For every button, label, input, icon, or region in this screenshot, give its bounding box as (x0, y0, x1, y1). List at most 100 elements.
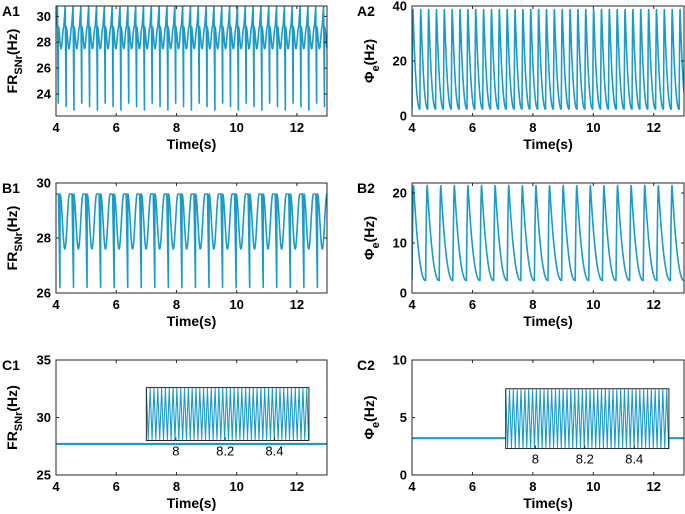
x-tick-label: 6 (113, 479, 120, 494)
x-axis-label: Time(s) (523, 495, 573, 511)
panel-label: A1 (2, 3, 20, 19)
panel-c2: 4 6 8 10 12 0 5 10 Time(s) Φe(Hz) C2 8 8.2 8.4 (357, 353, 685, 511)
y-axis-label: Φe(Hz) (361, 39, 382, 83)
y-label-unit: (Hz) (361, 39, 377, 65)
panel-label: B1 (2, 180, 20, 196)
y-label-main: Φ (361, 428, 377, 440)
inset-x-tick-label: 8.2 (576, 452, 594, 467)
y-axis-label: FRSNr(Hz) (4, 206, 25, 271)
x-tick-label: 8 (173, 479, 180, 494)
plot-frame (55, 182, 328, 294)
x-axis-label: Time(s) (167, 495, 217, 511)
x-tick-label: 4 (52, 479, 60, 494)
x-tick-label: 4 (408, 120, 416, 135)
y-tick-label: 10 (393, 353, 407, 368)
y-tick-label: 25 (37, 468, 51, 483)
y-tick-label: 30 (37, 410, 51, 425)
plot-frame (411, 182, 685, 294)
inset-x-tick-label: 8 (172, 444, 179, 459)
x-tick-label: 12 (647, 479, 661, 494)
x-tick-label: 8 (173, 297, 180, 312)
y-label-subscript: e (370, 242, 382, 248)
x-tick-label: 12 (647, 120, 661, 135)
x-tick-label: 6 (469, 120, 476, 135)
series-line (412, 184, 684, 282)
x-tick-label: 4 (52, 120, 60, 135)
x-tick-label: 8 (529, 479, 536, 494)
y-axis-label: Φe(Hz) (361, 395, 382, 439)
x-axis-label: Time(s) (523, 313, 573, 329)
y-label-subscript: SNr (13, 231, 25, 251)
x-tick-label: 10 (229, 297, 243, 312)
inset-x-tick-label: 8 (532, 452, 539, 467)
y-label-main: FR (4, 431, 20, 450)
inset-frame (505, 388, 670, 450)
y-axis-label: Φe(Hz) (361, 216, 382, 260)
inset-c1: 8 8.2 8.4 (145, 387, 310, 459)
y-tick-label: 0 (400, 468, 407, 483)
inset-x-tick-label: 8.2 (216, 444, 234, 459)
x-tick-label: 6 (113, 297, 120, 312)
panel-c1: 4 6 8 10 12 25 30 35 Time(s) FRSNr(Hz) C1 8 8.2 8.4 (2, 353, 328, 511)
y-tick-label: 28 (37, 231, 51, 246)
x-tick-label: 12 (647, 297, 661, 312)
y-label-main: Φ (361, 71, 377, 83)
x-tick-label: 12 (290, 479, 304, 494)
panel-b1: 4 6 8 10 12 26 28 30 Time(s) FRSNr(Hz) B1 (2, 176, 328, 329)
panel-b2: 4 6 8 10 12 0 10 20 Time(s) Φe(Hz) B2 (357, 180, 685, 329)
x-axis-label: Time(s) (523, 136, 573, 152)
y-tick-label: 20 (393, 54, 407, 69)
x-tick-label: 4 (52, 297, 60, 312)
y-tick-label: 10 (393, 236, 407, 251)
y-tick-label: 26 (37, 61, 51, 76)
y-tick-label: 0 (400, 286, 407, 301)
x-tick-label: 12 (290, 297, 304, 312)
y-label-unit: (Hz) (4, 206, 20, 232)
inset-x-tick-label: 8.4 (265, 444, 283, 459)
inset-x-tick-label: 8.4 (625, 452, 643, 467)
panel-label: A2 (357, 3, 375, 19)
x-tick-label: 6 (469, 479, 476, 494)
inset-series-line (146, 388, 309, 441)
inset-c2: 8 8.2 8.4 (505, 388, 670, 467)
y-label-subscript: SNr (13, 411, 25, 431)
y-label-unit: (Hz) (4, 29, 20, 55)
y-tick-label: 20 (393, 186, 407, 201)
x-tick-label: 4 (408, 479, 416, 494)
y-tick-label: 26 (37, 286, 51, 301)
y-label-main: FR (4, 75, 20, 94)
x-tick-label: 10 (229, 120, 243, 135)
x-tick-label: 8 (173, 120, 180, 135)
y-tick-label: 40 (393, 0, 407, 14)
x-tick-label: 10 (586, 479, 600, 494)
panel-label: B2 (357, 180, 375, 196)
y-label-unit: (Hz) (4, 385, 20, 411)
y-tick-label: 35 (37, 353, 51, 368)
panel-a2: 4 6 8 10 12 0 20 40 Time(s) Φe(Hz) A2 (357, 0, 685, 152)
y-label-unit: (Hz) (361, 395, 377, 421)
panel-a1: 4 6 8 10 12 24 26 28 30 Time(s) FRSNr(Hz) A1 (2, 3, 328, 152)
plot-frame (55, 5, 328, 117)
y-label-subscript: e (370, 422, 382, 428)
x-tick-label: 10 (586, 120, 600, 135)
y-tick-label: 5 (400, 410, 407, 425)
x-tick-label: 10 (229, 479, 243, 494)
y-tick-label: 30 (37, 176, 51, 191)
x-tick-label: 6 (113, 120, 120, 135)
y-tick-label: 28 (37, 35, 51, 50)
y-label-subscript: SNr (13, 54, 25, 74)
y-tick-label: 30 (37, 9, 51, 24)
panel-label: C1 (2, 357, 20, 373)
y-tick-label: 0 (400, 109, 407, 124)
y-tick-label: 24 (37, 87, 52, 102)
x-tick-label: 6 (469, 297, 476, 312)
series-line (56, 193, 327, 289)
x-tick-label: 12 (290, 120, 304, 135)
panel-label: C2 (357, 357, 375, 373)
x-tick-label: 4 (408, 297, 416, 312)
x-axis-label: Time(s) (167, 313, 217, 329)
y-axis-label: FRSNr(Hz) (4, 385, 25, 450)
x-tick-label: 8 (529, 120, 536, 135)
y-label-subscript: e (370, 65, 382, 71)
